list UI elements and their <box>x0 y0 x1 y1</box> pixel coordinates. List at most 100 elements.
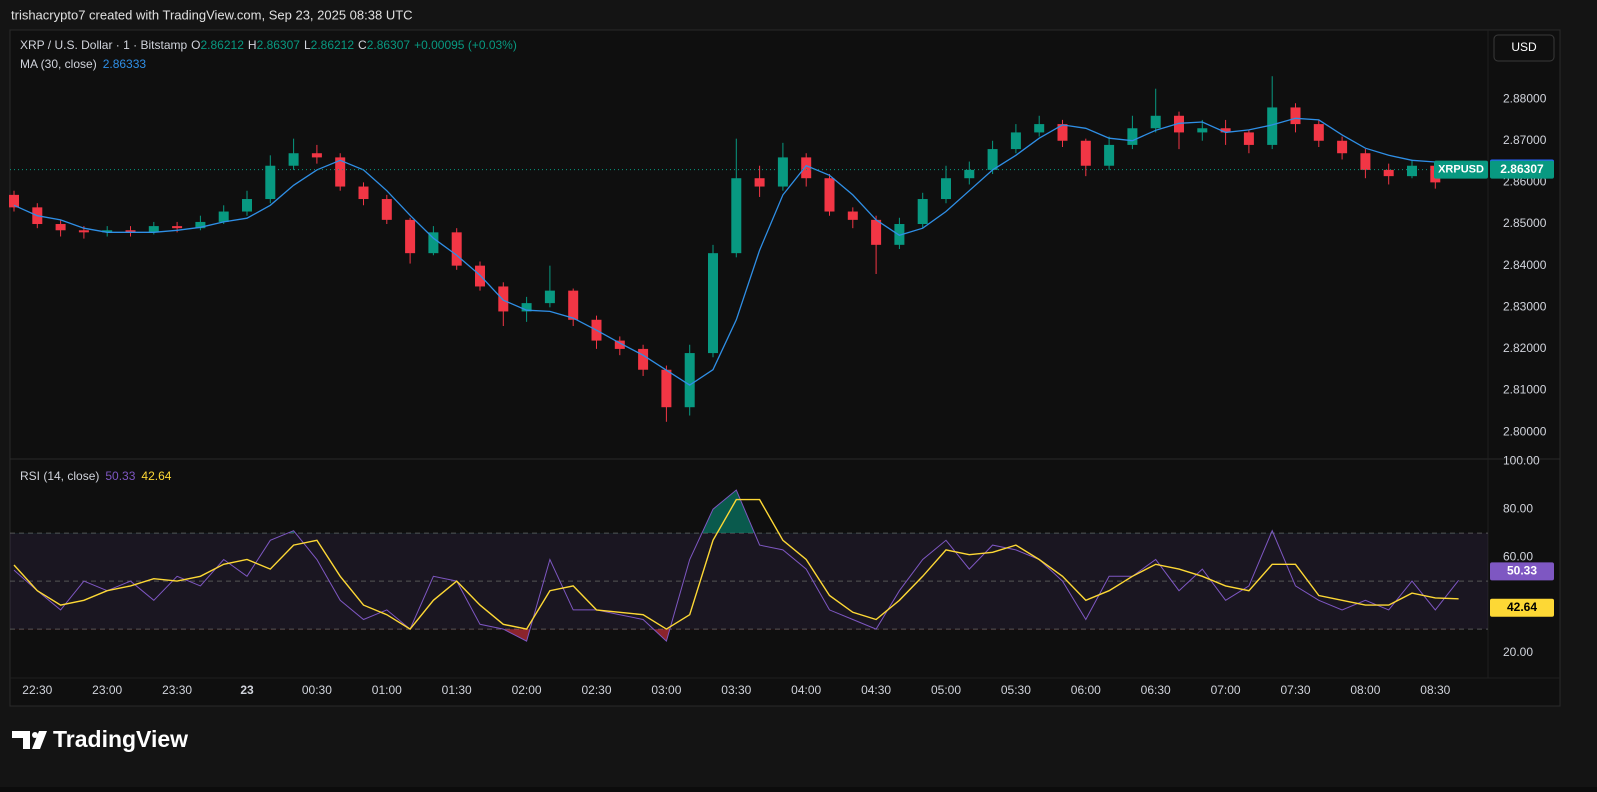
candle-body <box>1080 140 1091 166</box>
ohlc-value: 2.86307 <box>367 38 411 52</box>
candle-body <box>311 153 322 158</box>
symbol-tag <box>1434 160 1488 179</box>
y-tick-label: 80.00 <box>1503 501 1533 515</box>
x-tick-label: 02:00 <box>512 683 542 697</box>
rsi-ma-value: 42.64 <box>141 469 171 483</box>
ohlc-value: 2.86212 <box>201 38 245 52</box>
currency-label: USD <box>1511 40 1537 54</box>
candle-body <box>661 369 672 408</box>
x-tick-label: 23:00 <box>92 683 122 697</box>
rsi-name: RSI (14, close) <box>20 469 99 483</box>
candle-body <box>1360 153 1371 170</box>
x-tick-label: 08:30 <box>1420 683 1450 697</box>
y-tick-label: 2.82000 <box>1503 341 1547 355</box>
candle-body <box>1010 132 1021 150</box>
candle-body <box>172 226 183 229</box>
y-tick-label: 2.88000 <box>1503 91 1547 105</box>
rsi-value: 50.33 <box>105 469 135 483</box>
x-tick-label: 03:00 <box>651 683 681 697</box>
candle-body <box>1057 124 1068 141</box>
x-tick-label: 23:30 <box>162 683 192 697</box>
candle-body <box>731 178 742 254</box>
y-tick-label: 2.87000 <box>1503 133 1547 147</box>
chart-frame <box>9 29 1561 707</box>
candle-body <box>1034 124 1045 133</box>
candle-body <box>1337 140 1348 154</box>
candle-body <box>451 232 462 266</box>
y-tick-label: 2.80000 <box>1503 424 1547 438</box>
rsi-tag-label: 42.64 <box>1507 600 1537 614</box>
candle-body <box>335 157 346 187</box>
price-tag <box>1490 160 1554 179</box>
candle-body <box>1383 169 1394 177</box>
candle-body <box>78 230 89 233</box>
y-tick-label: 100.00 <box>1503 453 1540 467</box>
x-tick-label: 01:30 <box>442 683 472 697</box>
candle-body <box>1174 115 1184 133</box>
candle-body <box>1104 144 1115 166</box>
candle-body <box>894 224 905 245</box>
ohlc-key: O <box>191 38 200 52</box>
currency-button[interactable] <box>1493 34 1555 62</box>
ohlc-key: H <box>248 38 257 52</box>
logo <box>12 731 47 749</box>
candle-body <box>684 353 695 408</box>
candle-body <box>847 211 858 220</box>
candle-body <box>195 221 206 229</box>
candle-body <box>381 199 392 220</box>
x-tick-label: 07:30 <box>1280 683 1310 697</box>
rsi-ma-line <box>13 498 1459 631</box>
logo-dot <box>32 732 38 738</box>
symbol-label: XRPUSD <box>1438 164 1484 176</box>
candle-body <box>1267 107 1278 145</box>
logo-icon <box>12 731 47 749</box>
candle-body <box>148 226 159 233</box>
rsi-legend: RSI (14, close) 50.33 42.64 <box>20 469 172 483</box>
candle-body <box>568 290 579 320</box>
candle-body <box>288 153 299 166</box>
candle-body <box>754 178 765 187</box>
y-tick-label: 60.00 <box>1503 549 1533 563</box>
candle-body <box>218 211 229 222</box>
overbought-fill <box>14 490 1459 534</box>
candle-body <box>1127 128 1138 145</box>
x-tick-label: 07:00 <box>1211 683 1241 697</box>
x-tick-label: 00:30 <box>302 683 332 697</box>
candle-body <box>9 194 19 208</box>
candle-body <box>987 149 998 170</box>
y-tick-label: 2.85000 <box>1503 216 1547 230</box>
symbol-title: XRP / U.S. Dollar · 1 · Bitstamp <box>20 38 187 52</box>
candle-body <box>125 230 136 233</box>
candle-body <box>871 219 882 245</box>
candle-body <box>544 290 555 304</box>
x-tick-label: 05:30 <box>1001 683 1031 697</box>
candle-body <box>1197 128 1208 133</box>
price-label: 2.86307 <box>1500 162 1544 176</box>
ma-legend: MA (30, close) 2.86333 <box>20 57 146 71</box>
ohlc-value: 2.86212 <box>311 38 355 52</box>
candle-body <box>638 348 649 370</box>
candle-body <box>1313 124 1324 141</box>
y-tick-label: 2.84000 <box>1503 258 1547 272</box>
candle-body <box>917 199 928 225</box>
ma-value: 2.86333 <box>103 57 147 71</box>
candle-body <box>242 199 252 212</box>
x-tick-label: 08:00 <box>1350 683 1380 697</box>
ma-line <box>13 117 1459 386</box>
x-tick-label: 23 <box>240 683 254 697</box>
candle-body <box>1290 107 1301 125</box>
rsi-tag <box>1490 598 1554 617</box>
ohlc-value: 2.86307 <box>257 38 301 52</box>
x-tick-label: 22:30 <box>22 683 52 697</box>
y-tick-label: 2.81000 <box>1503 383 1547 397</box>
candle-body <box>964 169 975 179</box>
candle-body <box>1150 115 1161 129</box>
x-tick-label: 03:30 <box>721 683 751 697</box>
x-tick-label: 02:30 <box>581 683 611 697</box>
ma-name: MA (30, close) <box>20 57 97 71</box>
x-tick-label: 05:00 <box>931 683 961 697</box>
y-tick-label: 2.83000 <box>1503 299 1547 313</box>
rsi-line <box>13 489 1459 643</box>
x-tick-label: 04:00 <box>791 683 821 697</box>
ohlc-key: C <box>358 38 367 52</box>
